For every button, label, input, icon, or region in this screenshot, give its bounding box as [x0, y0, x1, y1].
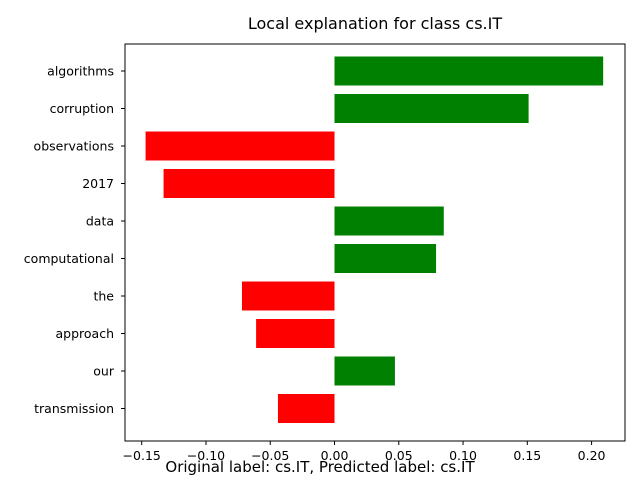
y-tick-label: observations — [34, 139, 114, 154]
x-tick-label: 0.05 — [385, 448, 413, 463]
x-tick-label: 0.15 — [513, 448, 541, 463]
y-tick-labels: algorithms corruption observations 2017 data… — [24, 64, 125, 416]
caption-text: Original label: cs.IT, Predicted label: … — [165, 458, 475, 476]
x-tick-label: −0.15 — [123, 448, 161, 463]
y-tick-label: computational — [24, 251, 114, 266]
bar-transmission — [277, 394, 335, 423]
bars-group — [145, 56, 604, 423]
axes-frame — [124, 43, 626, 442]
bar-observations — [145, 131, 335, 161]
x-tick-label: −0.05 — [251, 448, 289, 463]
bar-computational — [334, 244, 437, 273]
x-tick-labels: −0.15 −0.10 −0.05 0.00 0.05 0.10 0.15 0.20 — [123, 441, 606, 463]
bar-corruption — [334, 94, 529, 123]
chart-title: Local explanation for class cs.IT — [248, 14, 503, 33]
x-tick-label: 0.20 — [578, 448, 606, 463]
bar-the — [241, 281, 335, 311]
y-tick-label: data — [86, 214, 114, 229]
y-tick-label: 2017 — [82, 176, 114, 191]
bar-algorithms — [334, 56, 604, 86]
y-tick-label: corruption — [50, 101, 114, 116]
bar-2017 — [163, 169, 335, 198]
y-tick-label: algorithms — [47, 64, 114, 79]
y-tick-label: the — [93, 289, 114, 304]
x-tick-label: 0.10 — [449, 448, 477, 463]
bar-approach — [256, 319, 335, 348]
x-tick-label: −0.10 — [187, 448, 225, 463]
bar-data — [334, 206, 444, 236]
y-tick-label: our — [93, 364, 115, 379]
y-tick-label: transmission — [34, 401, 114, 416]
y-tick-label: approach — [56, 326, 115, 341]
bar-our — [334, 356, 395, 386]
x-tick-label: 0.00 — [321, 448, 349, 463]
caption: Original label: cs.IT, Predicted label: … — [0, 458, 640, 476]
